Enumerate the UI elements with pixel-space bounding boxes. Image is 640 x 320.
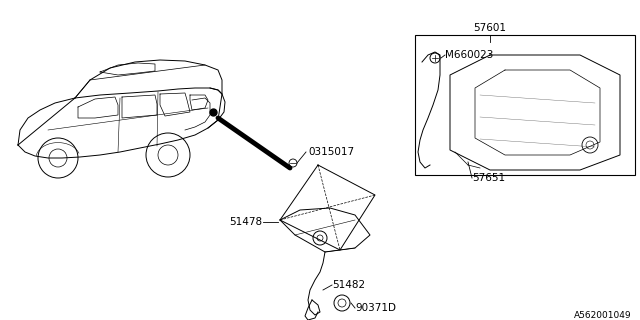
Text: A562001049: A562001049 bbox=[574, 310, 632, 319]
Text: 51482: 51482 bbox=[332, 280, 365, 290]
Text: 57601: 57601 bbox=[474, 23, 506, 33]
Text: 90371D: 90371D bbox=[355, 303, 396, 313]
Text: 0315017: 0315017 bbox=[308, 147, 354, 157]
Text: 51478: 51478 bbox=[229, 217, 262, 227]
Text: M660023: M660023 bbox=[445, 50, 493, 60]
Text: 57651: 57651 bbox=[472, 173, 505, 183]
Bar bbox=[415, 35, 635, 175]
